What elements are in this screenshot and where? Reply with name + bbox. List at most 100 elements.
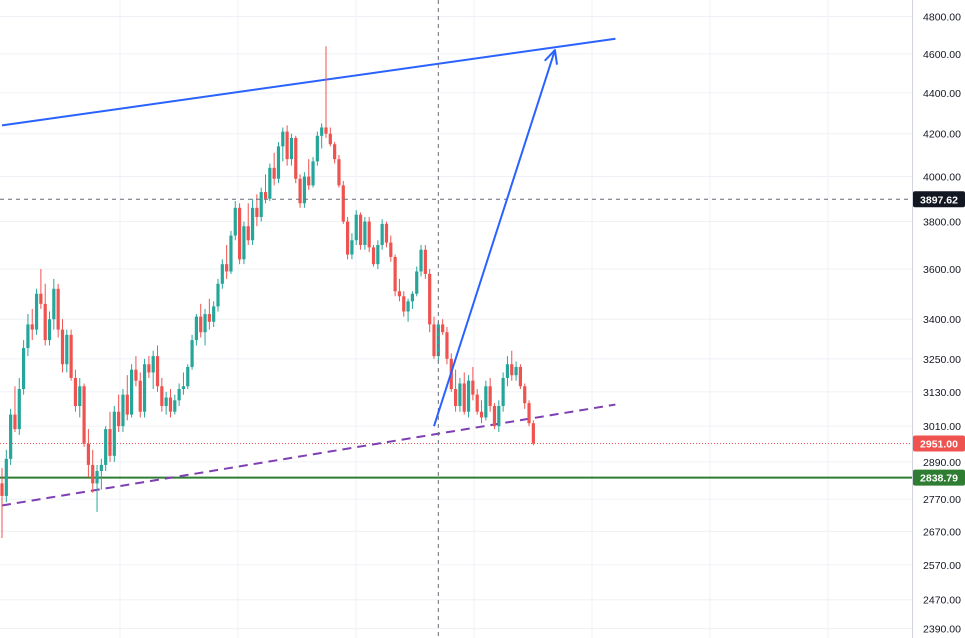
candle-body: [505, 364, 510, 378]
candle-body: [30, 324, 34, 330]
y-tick-label: 2570.00: [923, 560, 961, 572]
candle-body: [259, 192, 263, 217]
candle-body: [406, 301, 410, 312]
candle-body: [17, 389, 21, 430]
candle-body: [458, 383, 462, 406]
y-tick-label: 3800.00: [923, 217, 961, 229]
candle-body: [199, 316, 203, 333]
candle-body: [346, 221, 350, 255]
candle-body: [423, 249, 427, 274]
candle-body: [147, 364, 151, 373]
candle-body: [160, 386, 164, 406]
candle-body: [233, 207, 237, 236]
crosshair-price-badge-bg: [913, 191, 965, 208]
y-tick-label: 3130.00: [923, 387, 961, 399]
y-tick-label: 4400.00: [923, 88, 961, 100]
candle-body: [52, 288, 56, 320]
candle-body: [363, 221, 367, 245]
candle-body: [466, 380, 471, 412]
candle-body: [484, 386, 488, 418]
candle-body: [112, 411, 116, 456]
candle-body: [371, 247, 376, 265]
candle-body: [65, 334, 69, 365]
candle-body: [272, 167, 276, 179]
candle-body: [125, 394, 129, 415]
candle-body: [298, 178, 302, 204]
last-price-badge: 2951.00: [920, 439, 958, 451]
grid-layer: [0, 0, 912, 638]
candle-body: [13, 414, 17, 430]
candle-body: [497, 405, 501, 427]
candle-body: [186, 366, 190, 387]
candle-body: [73, 377, 78, 406]
y-tick-label: 3400.00: [923, 314, 961, 326]
candle-body: [263, 192, 268, 199]
candle-body: [268, 167, 272, 199]
candle-body: [454, 389, 458, 406]
y-tick-label: 4600.00: [923, 49, 961, 61]
candle-body: [350, 240, 354, 255]
candle-body: [164, 397, 168, 406]
candle-body: [117, 411, 121, 427]
projection-arrow: [433, 49, 556, 427]
candle-body: [415, 271, 419, 294]
candle-body: [384, 223, 389, 243]
candle-body: [527, 403, 531, 424]
candle-body: [212, 306, 216, 322]
candle-body: [436, 324, 440, 357]
candle-body: [315, 135, 319, 162]
candle-body: [337, 159, 341, 186]
candle-body: [142, 364, 147, 412]
y-tick-label: 3250.00: [923, 354, 961, 366]
candle-body: [523, 386, 527, 404]
candle-body: [333, 144, 337, 160]
candle-body: [358, 214, 363, 245]
y-tick-label: 2670.00: [923, 526, 961, 538]
candle-body: [9, 414, 13, 459]
candle-body: [410, 293, 414, 302]
candle-body: [441, 324, 445, 333]
candle-body: [56, 288, 60, 330]
support-price-badge: 2838.79: [920, 473, 958, 485]
candle-body: [104, 429, 108, 465]
candle-body: [419, 249, 423, 272]
candle-body: [479, 411, 484, 418]
candle-body: [276, 146, 281, 179]
candle-body: [225, 264, 229, 272]
candle-body: [514, 366, 518, 376]
candle-body: [285, 131, 289, 160]
last-price-badge-bg: [913, 435, 965, 452]
candle-body: [432, 324, 436, 357]
candles-layer: [0, 46, 535, 538]
candle-body: [86, 443, 90, 465]
candle-body: [402, 296, 406, 312]
candle-body: [99, 464, 103, 472]
candle-body: [216, 283, 220, 307]
candle-body: [393, 256, 397, 292]
candle-body: [22, 348, 26, 390]
y-tick-label: 2390.00: [923, 624, 961, 636]
candle-body: [380, 223, 384, 245]
candle-body: [203, 314, 207, 333]
candle-body: [121, 394, 125, 427]
price-axis: 2390.00 2470.00 2570.00 2670.00 2770.00 2890.…: [912, 0, 965, 638]
candle-body: [389, 242, 393, 257]
candle-body: [138, 380, 142, 412]
annotation-layer: [0, 37, 912, 507]
candle-body: [471, 380, 475, 395]
candle-body: [194, 316, 198, 341]
candle-body: [69, 334, 73, 378]
candle-body: [34, 293, 39, 330]
y-tick-label: 4800.00: [923, 12, 961, 24]
candle-body: [311, 161, 315, 186]
candle-body: [462, 383, 466, 412]
candle-body: [294, 137, 298, 179]
candle-body: [26, 324, 30, 349]
candle-body: [320, 127, 324, 136]
upper-trendline: [1, 37, 616, 127]
candle-body: [177, 389, 181, 401]
candle-body: [255, 207, 259, 217]
candle-body: [95, 471, 99, 484]
